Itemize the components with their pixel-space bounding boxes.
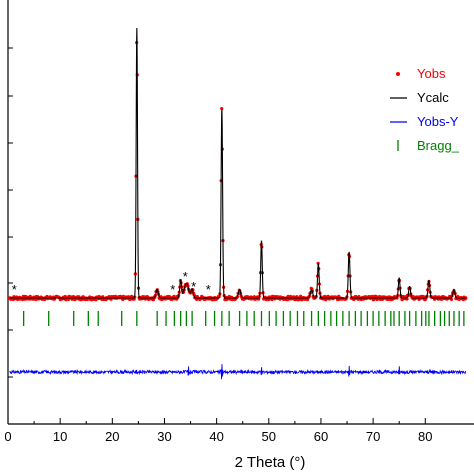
yobs-point <box>220 107 224 111</box>
impurity-marker: * <box>12 282 17 297</box>
yobs-point <box>449 297 454 301</box>
legend-label: Bragg_ <box>417 138 460 153</box>
bragg-ticks <box>22 311 465 326</box>
impurity-marker: * <box>206 282 211 297</box>
x-tick-label: 60 <box>314 429 328 444</box>
x-axis-title: 2 Theta (°) <box>235 454 306 471</box>
yobs-series <box>7 41 468 302</box>
legend-label: Yobs-Y <box>417 114 459 129</box>
legend-marker <box>396 72 400 76</box>
impurity-marker: * <box>191 279 196 294</box>
ycalc-line <box>9 27 466 299</box>
difference-series <box>9 364 467 380</box>
difference-line <box>9 364 467 380</box>
impurity-marker: * <box>170 282 175 297</box>
x-tick-label: 40 <box>209 429 223 444</box>
legend-label: Yobs <box>417 66 446 81</box>
yobs-point <box>294 298 298 302</box>
x-tick-label: 0 <box>4 429 11 444</box>
yobs-point <box>270 297 274 302</box>
x-axis-ticks: 0 10 20 30 40 50 60 70 80 <box>4 418 433 444</box>
x-tick-label: 20 <box>105 429 119 444</box>
legend: Yobs Ycalc Yobs-Y Bragg_ <box>390 66 460 153</box>
impurity-marker: * <box>183 269 188 284</box>
x-tick-label: 70 <box>366 429 380 444</box>
impurity-markers: * *** * <box>12 269 211 297</box>
yobs-point <box>299 294 303 298</box>
plot-frame <box>7 0 474 425</box>
x-tick-label: 50 <box>262 429 276 444</box>
y-axis-ticks <box>8 47 13 378</box>
legend-label: Ycalc <box>417 90 449 105</box>
x-tick-label: 10 <box>53 429 67 444</box>
x-tick-label: 30 <box>157 429 171 444</box>
x-tick-label: 80 <box>418 429 432 444</box>
ycalc-series <box>9 27 466 299</box>
